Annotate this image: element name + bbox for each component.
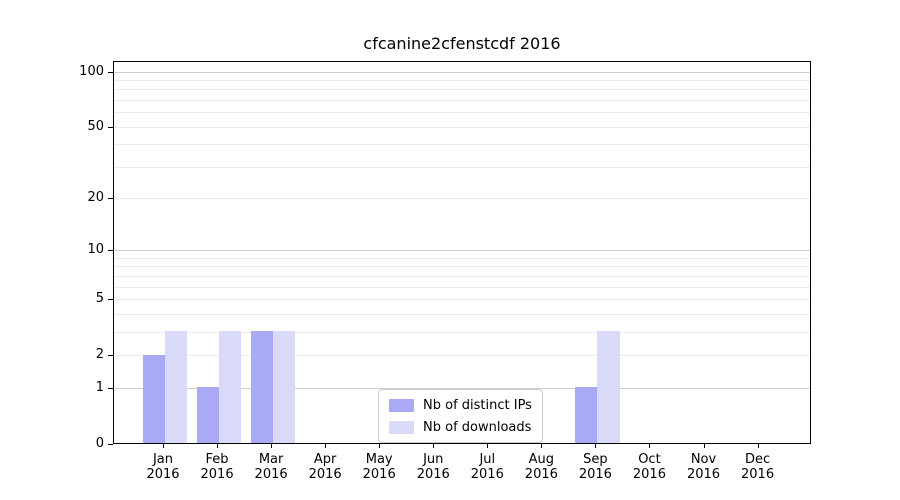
x-tick-label-year: 2016: [632, 467, 666, 482]
y-tick-label: 5: [95, 291, 104, 307]
y-tick-mark: [108, 126, 113, 128]
y-tick-mark: [108, 299, 113, 301]
x-tick-label-year: 2016: [470, 467, 504, 482]
bar-downloads: [273, 331, 296, 443]
legend: Nb of distinct IPs Nb of downloads: [378, 389, 543, 443]
x-tick-mark: [433, 444, 435, 448]
x-tick-mark: [217, 444, 219, 448]
x-tick-label: Mar 2016: [243, 452, 299, 482]
x-tick-label: Jul 2016: [459, 452, 515, 482]
gridline-minor: [114, 266, 810, 268]
x-tick-label: Oct 2016: [621, 452, 677, 482]
gridline-major: [114, 71, 810, 73]
x-tick-mark: [271, 444, 273, 448]
y-tick-label: 100: [79, 63, 104, 79]
x-tick-mark: [379, 444, 381, 448]
legend-label: Nb of distinct IPs: [423, 397, 532, 413]
x-tick-label-year: 2016: [308, 467, 342, 482]
x-tick-label: Apr 2016: [297, 452, 353, 482]
x-tick-mark: [595, 444, 597, 448]
legend-item: Nb of distinct IPs: [389, 396, 532, 414]
plot-area: [113, 61, 811, 444]
x-tick-mark: [703, 444, 705, 448]
x-tick-label: Sep 2016: [567, 452, 623, 482]
y-tick-label: 0: [95, 435, 104, 451]
gridline-minor: [114, 144, 810, 146]
bar-downloads: [597, 331, 620, 443]
gridline-minor: [114, 331, 810, 333]
legend-item: Nb of downloads: [389, 418, 532, 436]
y-tick-label: 20: [87, 190, 104, 206]
x-tick-mark: [649, 444, 651, 448]
gridline-minor: [114, 198, 810, 200]
gridline-minor: [114, 299, 810, 301]
gridline-minor: [114, 126, 810, 128]
x-tick-label-year: 2016: [362, 467, 396, 482]
x-tick-label: Dec 2016: [730, 452, 786, 482]
x-tick-label: Nov 2016: [676, 452, 732, 482]
x-tick-label-year: 2016: [686, 467, 721, 482]
x-tick-label: Jun 2016: [405, 452, 461, 482]
gridline-minor: [114, 258, 810, 259]
y-tick-mark: [108, 443, 113, 445]
x-tick-label-year: 2016: [578, 467, 612, 482]
bar-distinct-ips: [196, 387, 220, 443]
x-tick-mark: [163, 444, 164, 448]
chart-title: cfcanine2cfenstcdf 2016: [363, 34, 561, 53]
x-tick-mark: [325, 444, 327, 448]
bar-downloads: [219, 331, 242, 443]
x-tick-label-year: 2016: [254, 467, 288, 482]
y-tick-mark: [108, 71, 113, 73]
x-tick-label-year: 2016: [741, 467, 775, 482]
x-tick-mark: [757, 444, 759, 448]
y-tick-mark: [108, 354, 113, 356]
x-tick-mark: [487, 444, 489, 448]
gridline-minor: [114, 166, 810, 168]
x-tick-label-year: 2016: [200, 467, 234, 482]
gridline-major: [114, 387, 810, 389]
y-tick-label: 10: [87, 242, 104, 258]
x-tick-label: Feb 2016: [189, 452, 245, 482]
gridline-minor: [114, 80, 810, 82]
y-tick-label: 1: [95, 379, 104, 395]
bar-distinct-ips: [575, 387, 598, 443]
gridline-minor: [114, 275, 810, 277]
bar-downloads: [165, 331, 188, 443]
gridline-minor: [114, 313, 810, 315]
gridline-minor: [114, 112, 810, 114]
x-tick-label: Aug 2016: [513, 452, 569, 482]
y-tick-mark: [108, 198, 113, 200]
x-tick-label-year: 2016: [524, 467, 558, 482]
y-tick-mark: [108, 387, 113, 389]
gridline-minor: [114, 89, 810, 91]
x-tick-label-year: 2016: [146, 467, 180, 482]
legend-label: Nb of downloads: [423, 419, 532, 435]
legend-swatch: [389, 398, 414, 412]
y-tick-label: 50: [87, 118, 104, 134]
x-tick-mark: [541, 444, 543, 448]
x-tick-label: May 2016: [351, 452, 407, 482]
y-tick-mark: [108, 250, 113, 252]
bar-distinct-ips: [142, 354, 165, 443]
legend-swatch: [389, 420, 414, 434]
gridline-minor: [114, 100, 810, 102]
x-tick-label-year: 2016: [416, 467, 450, 482]
y-tick-label: 2: [95, 346, 104, 362]
x-tick-label: Jan 2016: [135, 452, 191, 482]
gridline-minor: [114, 286, 810, 288]
gridline-minor: [114, 354, 810, 356]
gridline-major: [114, 250, 810, 252]
bar-distinct-ips: [250, 331, 274, 443]
